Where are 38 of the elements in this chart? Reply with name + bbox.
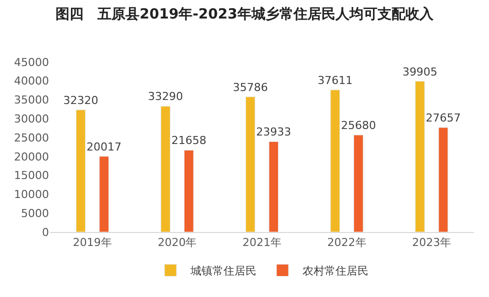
data-label: 33290 [148,90,184,104]
bar [76,110,86,232]
bar [330,90,340,232]
legend-label: 农村常住居民 [302,264,368,278]
data-label: 39905 [402,65,438,78]
data-label: 32320 [63,94,98,107]
y-tick-label: 10000 [14,188,49,202]
y-tick-label: 25000 [14,131,49,144]
bar [99,156,109,232]
y-tick-label: 5000 [21,206,49,220]
bar [354,134,364,232]
chart-title: 图四 五原县2019年-2023年城乡常住居民人均可支配收入 [56,6,434,23]
x-tick-label: 2020年 [158,236,197,250]
y-tick-label: 35000 [14,94,49,107]
x-tick-label: 2022年 [327,236,366,250]
x-tick-label: 2021年 [242,236,282,250]
data-label: 25680 [340,118,376,132]
bar [245,96,256,232]
data-label: 23933 [256,126,292,139]
data-label: 35786 [232,80,268,94]
bar [438,127,448,232]
x-tick-label: 2023年 [412,236,452,250]
bar [268,141,279,232]
data-label: 37611 [318,74,353,87]
y-tick-label: 20000 [14,150,49,164]
y-tick-label: 0 [42,226,49,239]
bar [160,106,170,232]
y-tick-label: 15000 [14,169,49,182]
legend-label: 城镇常住居民 [190,264,256,278]
data-label: 27657 [426,112,461,125]
y-tick-label: 45000 [14,56,49,69]
data-label: 20017 [86,140,122,154]
data-label: 21658 [171,134,206,148]
x-tick-label: 2019年 [72,236,112,250]
bar [184,150,194,232]
y-tick-label: 30000 [14,112,49,126]
y-tick-label: 40000 [14,74,49,88]
bar [415,81,425,232]
